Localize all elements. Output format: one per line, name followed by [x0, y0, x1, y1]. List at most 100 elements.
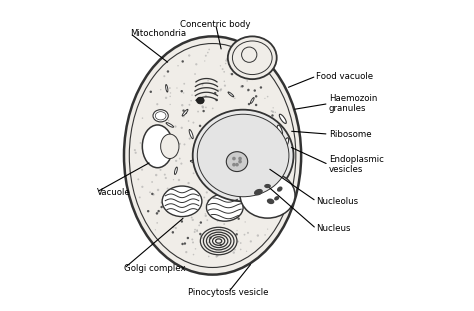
Circle shape [183, 116, 184, 118]
Circle shape [247, 89, 250, 91]
Circle shape [187, 182, 190, 184]
Circle shape [168, 120, 169, 121]
Circle shape [233, 178, 235, 180]
Ellipse shape [274, 196, 279, 201]
Ellipse shape [197, 97, 204, 104]
Circle shape [201, 170, 203, 171]
Ellipse shape [142, 125, 173, 168]
Circle shape [141, 186, 144, 188]
Circle shape [226, 58, 228, 60]
Circle shape [202, 106, 204, 109]
Circle shape [215, 255, 218, 258]
Circle shape [208, 176, 210, 178]
Circle shape [169, 145, 170, 146]
Circle shape [172, 232, 173, 234]
Circle shape [170, 104, 171, 105]
Circle shape [173, 179, 174, 180]
Circle shape [165, 97, 167, 99]
Circle shape [161, 202, 163, 203]
Circle shape [183, 92, 184, 94]
Circle shape [192, 241, 194, 244]
Circle shape [238, 157, 242, 160]
Circle shape [191, 213, 192, 215]
Circle shape [179, 143, 181, 145]
Circle shape [174, 125, 177, 128]
Circle shape [205, 215, 207, 217]
Ellipse shape [174, 167, 177, 174]
Circle shape [257, 203, 259, 205]
Circle shape [156, 103, 158, 105]
Circle shape [256, 234, 259, 237]
Circle shape [193, 254, 194, 255]
Circle shape [200, 221, 202, 224]
Ellipse shape [162, 186, 202, 216]
Circle shape [168, 142, 170, 144]
Circle shape [268, 172, 270, 174]
Circle shape [204, 128, 206, 130]
Circle shape [215, 98, 216, 99]
Circle shape [224, 85, 226, 87]
Circle shape [276, 133, 277, 134]
Circle shape [222, 68, 224, 70]
Circle shape [220, 65, 221, 67]
Circle shape [196, 229, 198, 231]
Circle shape [167, 211, 170, 213]
Ellipse shape [226, 152, 248, 172]
Circle shape [259, 76, 261, 77]
Circle shape [172, 213, 173, 214]
Circle shape [267, 229, 268, 230]
Circle shape [273, 192, 275, 194]
Circle shape [231, 73, 233, 75]
Circle shape [207, 80, 209, 81]
Circle shape [204, 60, 205, 62]
Circle shape [234, 123, 236, 125]
Circle shape [192, 122, 194, 123]
Circle shape [159, 127, 161, 129]
Circle shape [198, 166, 200, 168]
Circle shape [139, 142, 141, 144]
Circle shape [254, 89, 256, 92]
Circle shape [219, 164, 221, 166]
Circle shape [208, 242, 210, 243]
Circle shape [224, 81, 225, 82]
Text: Golgi complex: Golgi complex [124, 264, 186, 273]
Circle shape [157, 118, 160, 120]
Circle shape [205, 147, 207, 149]
Circle shape [209, 159, 211, 161]
Circle shape [218, 131, 220, 133]
Circle shape [280, 205, 281, 207]
Circle shape [205, 213, 206, 215]
Circle shape [155, 156, 156, 158]
Circle shape [256, 115, 257, 116]
Text: Pinocytosis vesicle: Pinocytosis vesicle [188, 288, 268, 297]
Circle shape [250, 240, 252, 243]
Circle shape [258, 77, 259, 78]
Circle shape [178, 179, 180, 181]
Text: Endoplasmic
vesicles: Endoplasmic vesicles [328, 155, 383, 174]
Circle shape [275, 211, 278, 213]
Circle shape [164, 177, 167, 179]
Circle shape [219, 202, 221, 204]
Circle shape [205, 55, 207, 57]
Circle shape [215, 100, 218, 102]
Circle shape [209, 120, 211, 122]
Text: Food vacuole: Food vacuole [317, 72, 374, 81]
Circle shape [159, 159, 161, 161]
Circle shape [191, 160, 192, 161]
Circle shape [232, 163, 236, 166]
Circle shape [183, 83, 185, 85]
Circle shape [191, 217, 192, 219]
Circle shape [181, 127, 183, 129]
Circle shape [197, 111, 199, 113]
Circle shape [209, 49, 210, 50]
Circle shape [264, 131, 266, 132]
Ellipse shape [165, 85, 168, 92]
Circle shape [169, 96, 171, 97]
Circle shape [181, 220, 183, 223]
Circle shape [208, 256, 210, 257]
Ellipse shape [161, 134, 179, 159]
Ellipse shape [166, 123, 173, 127]
Text: Nucleolus: Nucleolus [317, 197, 358, 206]
Circle shape [150, 91, 152, 93]
Circle shape [281, 162, 283, 164]
